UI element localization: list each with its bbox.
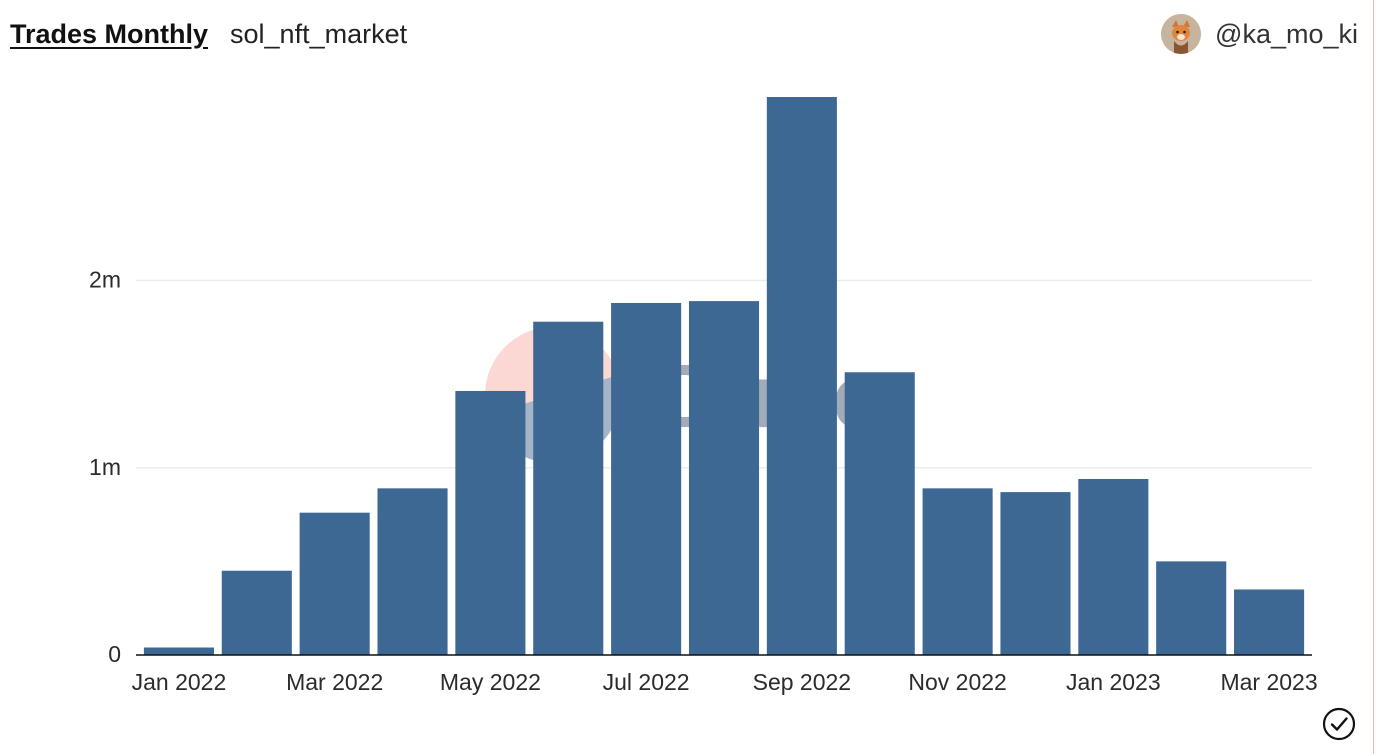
bar[interactable] xyxy=(221,570,292,655)
bar[interactable] xyxy=(766,97,837,655)
bar[interactable] xyxy=(533,321,604,655)
bar[interactable] xyxy=(611,302,682,655)
x-tick-label: Jan 2022 xyxy=(132,669,227,695)
bar[interactable] xyxy=(1000,492,1071,655)
x-tick-label: Jul 2022 xyxy=(603,669,690,695)
x-tick-label: Nov 2022 xyxy=(908,669,1006,695)
y-axis-ticks: 0 1m 2m xyxy=(89,267,121,667)
bar[interactable] xyxy=(377,488,448,655)
fox-avatar-icon[interactable] xyxy=(1161,14,1202,54)
x-axis-ticks: Jan 2022 Mar 2022 May 2022 Jul 2022 Sep 2022… xyxy=(132,669,1318,695)
x-tick-label: Mar 2023 xyxy=(1220,669,1317,695)
author-handle[interactable]: @ka_mo_ki xyxy=(1215,18,1358,49)
bar[interactable] xyxy=(1078,478,1149,655)
visualization-name: sol_nft_market xyxy=(230,18,408,49)
y-tick-label: 0 xyxy=(108,641,121,667)
bar[interactable] xyxy=(1156,561,1227,655)
bar[interactable] xyxy=(844,372,915,655)
bar[interactable] xyxy=(299,512,370,655)
y-tick-label: 1m xyxy=(89,454,121,480)
chart-header: Trades Monthly sol_nft_market xyxy=(10,14,407,54)
x-tick-label: Jan 2023 xyxy=(1066,669,1161,695)
query-title-link[interactable]: Trades Monthly xyxy=(10,18,209,49)
bar[interactable] xyxy=(455,390,526,655)
check-circle-icon[interactable] xyxy=(1322,707,1356,741)
x-tick-label: Sep 2022 xyxy=(753,669,851,695)
author-link[interactable]: @ka_mo_ki xyxy=(1161,14,1358,54)
y-tick-label: 2m xyxy=(89,267,121,293)
right-edge-rule xyxy=(1373,0,1374,754)
bar[interactable] xyxy=(688,301,760,655)
x-tick-label: May 2022 xyxy=(440,669,541,695)
x-tick-label: Mar 2022 xyxy=(286,669,383,695)
bar[interactable] xyxy=(1234,589,1305,655)
bar[interactable] xyxy=(922,488,993,655)
bars xyxy=(143,97,1305,655)
bar[interactable] xyxy=(143,647,214,655)
